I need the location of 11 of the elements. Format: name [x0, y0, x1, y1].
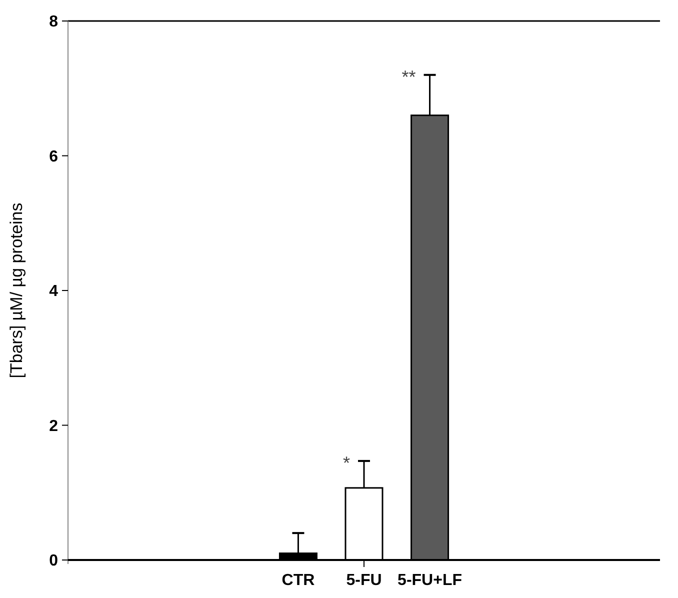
annotation: *	[342, 453, 350, 474]
y-tick-label: 0	[49, 552, 58, 570]
y-axis-title: [Tbars] µM/ µg proteins	[7, 202, 26, 378]
x-tick-label: 5-FU+LF	[398, 572, 462, 589]
annotation: **	[402, 67, 416, 87]
y-tick-label: 6	[49, 148, 58, 166]
y-tick-label: 8	[49, 14, 58, 31]
y-tick-label: 4	[49, 283, 58, 300]
y-tick-label: 2	[49, 418, 58, 435]
x-tick-label: 5-FU	[346, 572, 382, 589]
x-tick-label: CTR	[282, 572, 316, 589]
